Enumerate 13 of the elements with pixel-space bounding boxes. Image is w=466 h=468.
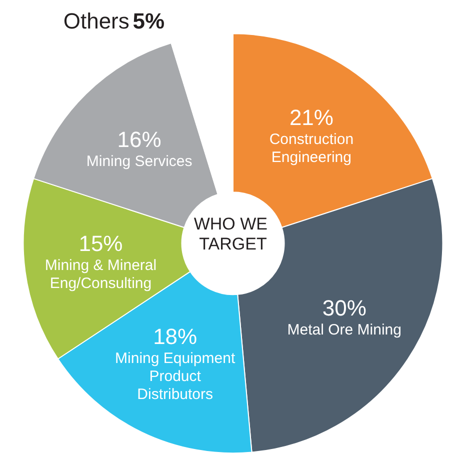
slice-label: Others bbox=[63, 8, 130, 34]
data-label: 5% bbox=[132, 8, 165, 34]
slice-label: Mining Equipment Product Distributors bbox=[115, 350, 236, 404]
text: WHO WE TARGET bbox=[194, 214, 272, 254]
slice-label: Mining & Mineral Eng/Consulting bbox=[44, 256, 157, 292]
slice-label: Mining Services bbox=[86, 152, 192, 170]
slice-label: Construction Engineering bbox=[269, 130, 354, 166]
data-label: 18% bbox=[153, 324, 198, 350]
data-label: 15% bbox=[78, 230, 123, 256]
data-label: 30% bbox=[322, 295, 366, 320]
data-label: 16% bbox=[117, 126, 162, 152]
data-label: 21% bbox=[289, 104, 334, 130]
slice-label: Metal Ore Mining bbox=[287, 321, 402, 338]
